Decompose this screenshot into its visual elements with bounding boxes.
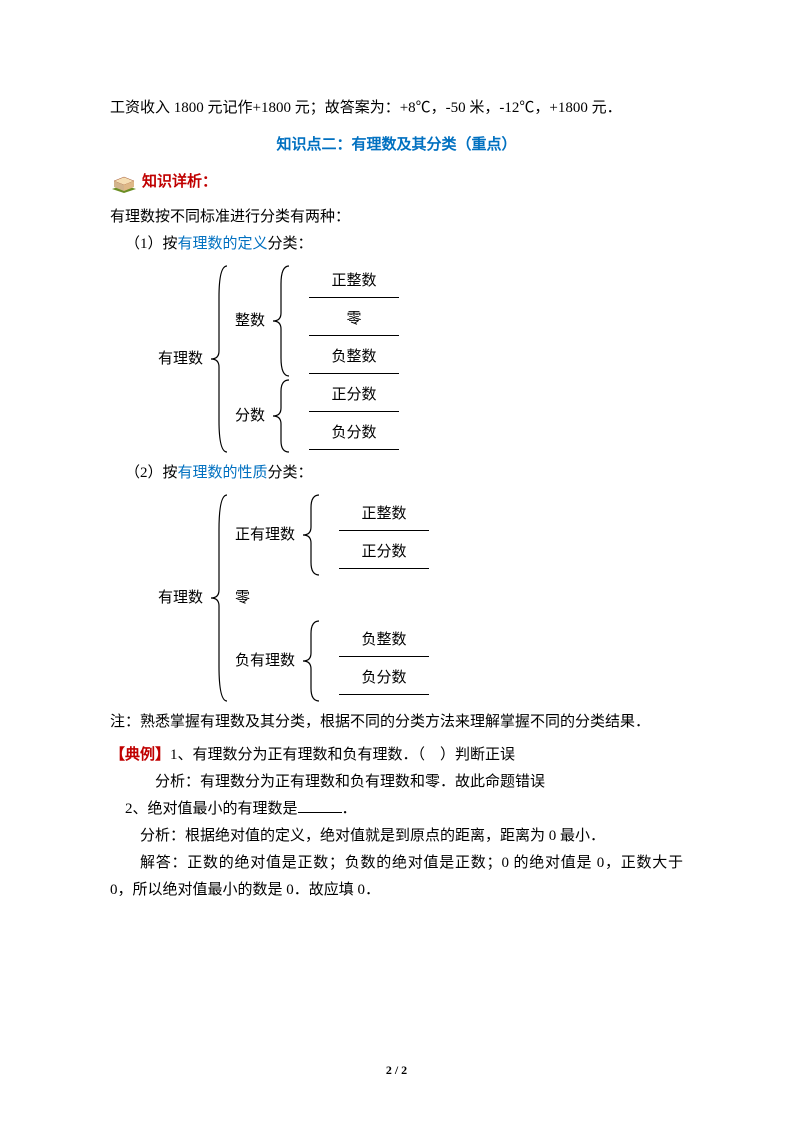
leaf-label: 正分数	[339, 539, 429, 569]
example-2-analysis: 分析：根据绝对值的定义，绝对值就是到原点的距离，距离为 0 最小．	[110, 823, 683, 850]
example-2-title: 2、绝对值最小的有理数是	[125, 801, 298, 817]
note-paragraph: 注：熟悉掌握有理数及其分类，根据不同的分类方法来理解掌握不同的分类结果．	[110, 709, 683, 736]
analysis-header: 知识详析：	[110, 169, 683, 196]
branch-label: 分数	[235, 403, 271, 430]
leaf-label: 负整数	[339, 627, 429, 657]
c2-link: 有理数的性质	[178, 465, 268, 481]
classify-intro: 有理数按不同标准进行分类有两种：	[110, 204, 683, 231]
example-1-title: 1、有理数分为正有理数和负有理数．（ ）判断正误	[170, 747, 515, 763]
leaf-label: 负分数	[339, 665, 429, 695]
branch-children: 正分数 负分数	[293, 378, 399, 454]
branch-children: 负整数 负分数	[323, 623, 429, 699]
brace-icon	[209, 264, 231, 454]
leaf-label: 正整数	[309, 268, 399, 298]
leaf-row: 负整数	[297, 340, 399, 378]
example-label: 【典例】	[110, 747, 170, 763]
classify-2-heading: （2）按有理数的性质分类：	[125, 460, 683, 487]
leaf-row: 正整数	[327, 497, 429, 535]
leaf-row: 零	[297, 302, 399, 340]
leaf-label: 负分数	[309, 420, 399, 450]
example-2-tail: ．	[342, 801, 357, 817]
root-label: 有理数	[158, 585, 209, 612]
diagram-definition: 有理数 整数 正整数 零 负整数 分数 正分数 负分数	[110, 264, 683, 454]
leaf-row: 负整数	[327, 623, 429, 661]
brace-icon	[209, 493, 231, 703]
root-group: 有理数 整数 正整数 零 负整数 分数 正分数 负分数	[158, 264, 683, 454]
diagram-property: 有理数 正有理数 正整数 正分数 零 负有理数 负整数 负分数	[110, 493, 683, 703]
branch-group: 零	[235, 577, 429, 619]
leaf-label: 正分数	[309, 382, 399, 412]
c2-suffix: 分类：	[268, 465, 313, 481]
classify-1-heading: （1）按有理数的定义分类：	[125, 231, 683, 258]
root-children: 整数 正整数 零 负整数 分数 正分数 负分数	[231, 264, 399, 454]
branch-label: 零	[235, 585, 256, 612]
page-footer: 2 / 2	[0, 1060, 793, 1082]
leaf-row: 正整数	[297, 264, 399, 302]
leaf-row: 负分数	[327, 661, 429, 699]
leaf-row: 正分数	[297, 378, 399, 416]
brace-icon	[271, 378, 293, 454]
intro-paragraph: 工资收入 1800 元记作+1800 元；故答案为：+8℃，-50 米，-12℃…	[110, 95, 683, 122]
branch-group: 正有理数 正整数 正分数	[235, 493, 429, 577]
brace-icon	[301, 619, 323, 703]
root-group: 有理数 正有理数 正整数 正分数 零 负有理数 负整数 负分数	[158, 493, 683, 703]
branch-label: 整数	[235, 308, 271, 335]
branch-label: 负有理数	[235, 648, 301, 675]
branch-group: 负有理数 负整数 负分数	[235, 619, 429, 703]
root-label: 有理数	[158, 346, 209, 373]
brace-icon	[301, 493, 323, 577]
c2-prefix: （2）按	[125, 465, 178, 481]
blank-underline	[298, 812, 342, 813]
branch-children: 正整数 正分数	[323, 497, 429, 573]
branch-group: 分数 正分数 负分数	[235, 378, 399, 454]
book-icon	[110, 171, 138, 195]
leaf-row: 正分数	[327, 535, 429, 573]
leaf-row: 负分数	[297, 416, 399, 454]
example-block: 【典例】1、有理数分为正有理数和负有理数．（ ）判断正误 分析：有理数分为正有理…	[110, 742, 683, 904]
branch-children: 正整数 零 负整数	[293, 264, 399, 378]
c1-link: 有理数的定义	[178, 236, 268, 252]
c1-suffix: 分类：	[268, 236, 313, 252]
branch-group: 整数 正整数 零 负整数	[235, 264, 399, 378]
leaf-label: 零	[309, 306, 399, 336]
section-heading: 知识点二：有理数及其分类（重点）	[110, 132, 683, 159]
brace-icon	[271, 264, 293, 378]
example-2-answer: 解答：正数的绝对值是正数；负数的绝对值是正数；0 的绝对值是 0，正数大于 0，…	[110, 850, 683, 904]
leaf-label: 正整数	[339, 501, 429, 531]
c1-prefix: （1）按	[125, 236, 178, 252]
root-children: 正有理数 正整数 正分数 零 负有理数 负整数 负分数	[231, 493, 429, 703]
analysis-label: 知识详析：	[142, 169, 217, 196]
leaf-label: 负整数	[309, 344, 399, 374]
branch-label: 正有理数	[235, 522, 301, 549]
example-1-analysis: 分析：有理数分为正有理数和负有理数和零．故此命题错误	[110, 769, 683, 796]
